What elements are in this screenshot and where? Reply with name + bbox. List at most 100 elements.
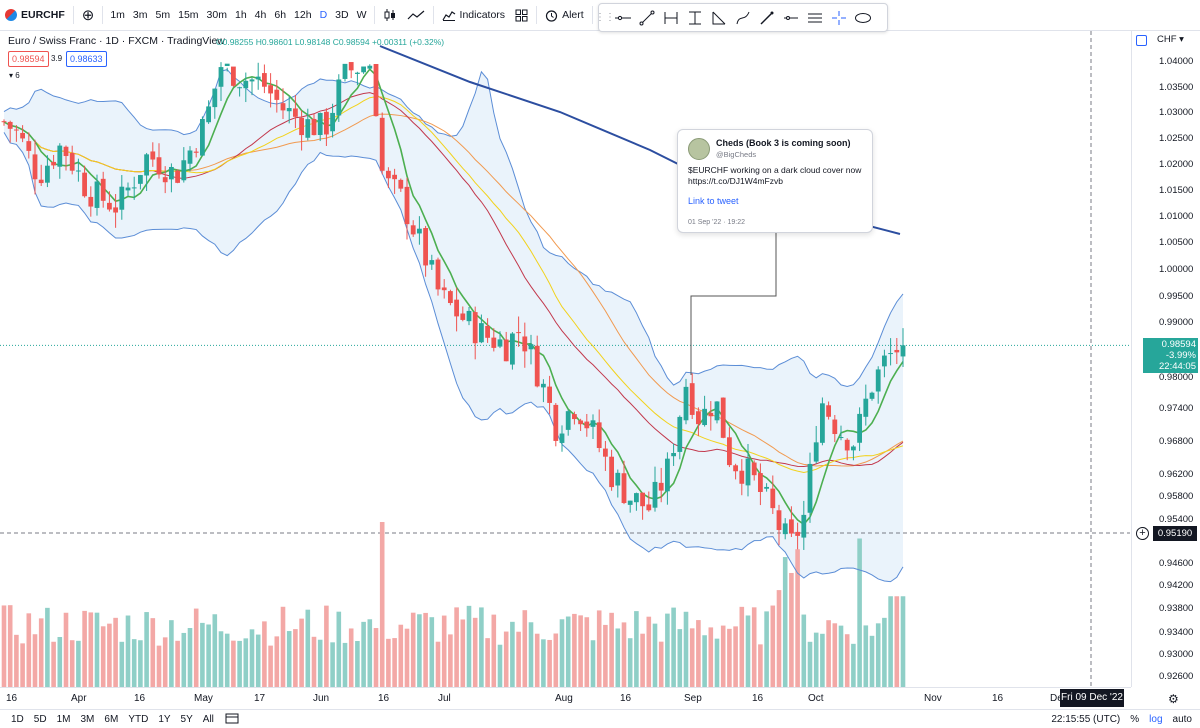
currency-label[interactable]: CHF ▾ xyxy=(1157,34,1184,45)
range-1y[interactable]: 1Y xyxy=(158,713,171,725)
volume-bar xyxy=(181,632,187,687)
layouts-button[interactable] xyxy=(510,0,533,30)
candle-body xyxy=(596,422,602,448)
candle-body xyxy=(770,488,776,509)
interval-12h[interactable]: 12h xyxy=(294,9,312,21)
interval-6h[interactable]: 6h xyxy=(274,9,287,21)
symbol-search-button[interactable]: EURCHF xyxy=(0,0,70,30)
bollinger-upper-line xyxy=(3,69,904,388)
volume-bar xyxy=(286,631,292,687)
alert-button[interactable]: Alert xyxy=(540,0,589,30)
volume-bar xyxy=(342,642,348,687)
range-5d[interactable]: 5D xyxy=(33,713,47,725)
volume-bar xyxy=(727,628,732,687)
price-tick-label: 1.04000 xyxy=(1159,56,1194,67)
candle-body xyxy=(45,165,50,183)
candle-body xyxy=(658,482,664,491)
interval-w[interactable]: W xyxy=(356,9,367,21)
volume-bar xyxy=(534,633,540,687)
date-range-tool[interactable] xyxy=(659,6,683,30)
link-to-tweet[interactable]: Link to tweet xyxy=(688,196,739,206)
price-tick-label: 1.01000 xyxy=(1159,211,1194,222)
candle-body xyxy=(714,401,720,421)
sell-price-button[interactable]: 0.98594 xyxy=(8,51,49,67)
parallel-channel-tool[interactable] xyxy=(803,6,827,30)
last-price-label: 0.98594 -3.99% 22:44:05 xyxy=(1143,338,1198,373)
add-alert-plus-icon[interactable]: + xyxy=(1136,527,1149,540)
horizontal-line-icon xyxy=(784,15,798,20)
range-1m[interactable]: 1M xyxy=(56,713,71,725)
last-price: 0.98594 xyxy=(1161,339,1196,350)
volume-bar xyxy=(1,605,7,687)
price-chart[interactable] xyxy=(0,31,1130,687)
range-6m[interactable]: 6M xyxy=(104,713,119,725)
horizontal-line-tool[interactable] xyxy=(779,6,803,30)
candle-body xyxy=(739,470,745,484)
trend-line-tool[interactable] xyxy=(635,6,659,30)
time-tick-label: Jul xyxy=(438,693,451,704)
utc-clock[interactable]: 22:15:55 (UTC) xyxy=(1051,713,1121,725)
candle-body xyxy=(7,121,13,129)
auto-scale-toggle[interactable]: auto xyxy=(1172,713,1192,725)
time-axis[interactable]: 16 Apr 16 May 17 Jun 16 Jul Aug 16 Sep 16 Oct Nov 16 De… xyxy=(0,687,1131,710)
volume-bar xyxy=(448,634,453,687)
interval-1m[interactable]: 1m xyxy=(110,9,125,21)
candle-body xyxy=(441,287,447,291)
bar-style-button[interactable] xyxy=(378,0,402,30)
chart-legend-title: Euro / Swiss Franc · 1D · FXCM · Trading… xyxy=(8,35,225,47)
volume-bar xyxy=(714,638,720,687)
line-chart-icon xyxy=(407,10,424,20)
price-tick-label: 0.95400 xyxy=(1159,514,1194,525)
time-tick-label: 16 xyxy=(752,693,764,704)
volume-bar xyxy=(472,617,478,687)
percent-scale-toggle[interactable]: % xyxy=(1130,713,1140,725)
volume-bar xyxy=(646,616,652,687)
interval-30m[interactable]: 30m xyxy=(206,9,227,21)
time-tick-label: Apr xyxy=(71,693,87,704)
pen-icon xyxy=(760,11,774,25)
interval-d[interactable]: D xyxy=(319,9,328,21)
indicators-toggle[interactable]: ▾ 6 xyxy=(9,71,20,80)
interval-15m[interactable]: 15m xyxy=(178,9,199,21)
range-3m[interactable]: 3M xyxy=(80,713,95,725)
horizontal-ray-tool[interactable] xyxy=(611,6,635,30)
buy-price-button[interactable]: 0.98633 xyxy=(66,51,107,67)
range-all[interactable]: All xyxy=(202,713,214,725)
crosshair-tool[interactable] xyxy=(827,6,851,30)
alarm-clock-icon xyxy=(545,9,558,22)
indicators-button[interactable]: Indicators xyxy=(437,0,511,30)
candle-body xyxy=(410,225,416,235)
range-5y[interactable]: 5Y xyxy=(180,713,193,725)
range-1d[interactable]: 1D xyxy=(11,713,24,725)
candle-body xyxy=(801,514,807,538)
pen-tool[interactable] xyxy=(755,6,779,30)
brush-tool[interactable] xyxy=(731,6,755,30)
candle-body xyxy=(745,458,751,486)
gear-icon[interactable]: ⚙ xyxy=(1168,692,1179,706)
volume-bar xyxy=(255,634,261,687)
axis-settings-icon[interactable] xyxy=(1136,35,1147,46)
volume-bar xyxy=(20,643,25,687)
volume-bar xyxy=(671,607,676,687)
fib-retracement-tool[interactable] xyxy=(707,6,731,30)
interval-3m[interactable]: 3m xyxy=(132,9,148,21)
interval-5m[interactable]: 5m xyxy=(155,9,171,21)
ellipse-tool[interactable] xyxy=(851,6,875,30)
interval-1h[interactable]: 1h xyxy=(234,9,247,21)
horizontal-ray-icon xyxy=(615,15,631,20)
line-style-button[interactable] xyxy=(402,0,430,30)
candle-body xyxy=(243,80,249,89)
compare-symbol-button[interactable]: ⊕ xyxy=(81,7,95,24)
log-scale-toggle[interactable]: log xyxy=(1149,713,1163,725)
interval-3d[interactable]: 3D xyxy=(335,9,349,21)
volume-bar xyxy=(423,612,428,687)
go-to-date-icon[interactable] xyxy=(225,712,239,727)
interval-4h[interactable]: 4h xyxy=(254,9,267,21)
price-range-tool[interactable] xyxy=(683,6,707,30)
candle-body xyxy=(175,170,180,183)
candle-body xyxy=(547,386,552,403)
tweet-card[interactable]: Cheds (Book 3 is coming soon) @BigCheds … xyxy=(677,129,873,233)
candle-body xyxy=(336,79,342,116)
range-ytd[interactable]: YTD xyxy=(128,713,149,725)
drag-handle-icon[interactable]: ⋮⋮ xyxy=(595,12,615,23)
